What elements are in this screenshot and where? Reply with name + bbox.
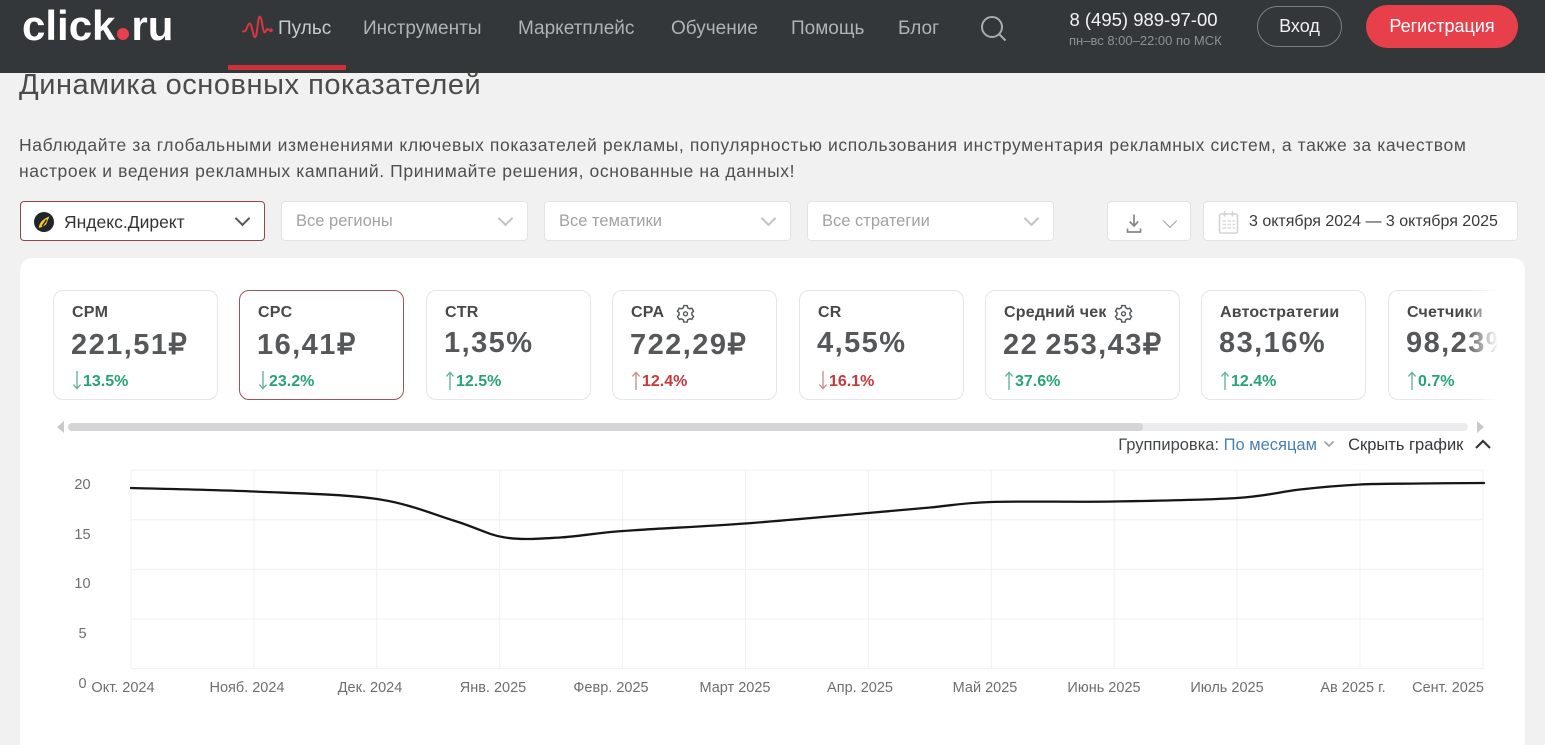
svg-text:0: 0 — [78, 676, 86, 692]
svg-text:Март 2025: Март 2025 — [700, 680, 771, 696]
svg-text:15: 15 — [74, 527, 90, 543]
svg-text:Сент. 2025: Сент. 2025 — [1412, 680, 1484, 696]
svg-text:Окт. 2024: Окт. 2024 — [91, 680, 154, 696]
svg-text:Ав 2025 г.: Ав 2025 г. — [1320, 680, 1385, 696]
svg-text:Нояб. 2024: Нояб. 2024 — [209, 680, 284, 696]
svg-text:10: 10 — [74, 576, 90, 592]
svg-text:20: 20 — [74, 477, 90, 493]
svg-text:Май 2025: Май 2025 — [953, 680, 1018, 696]
svg-text:Апр. 2025: Апр. 2025 — [827, 680, 893, 696]
svg-text:Февр. 2025: Февр. 2025 — [573, 680, 648, 696]
svg-text:Июль 2025: Июль 2025 — [1190, 680, 1263, 696]
svg-text:Дек. 2024: Дек. 2024 — [338, 680, 403, 696]
svg-text:Июнь 2025: Июнь 2025 — [1067, 680, 1140, 696]
svg-text:5: 5 — [78, 626, 86, 642]
svg-text:Янв. 2025: Янв. 2025 — [460, 680, 527, 696]
